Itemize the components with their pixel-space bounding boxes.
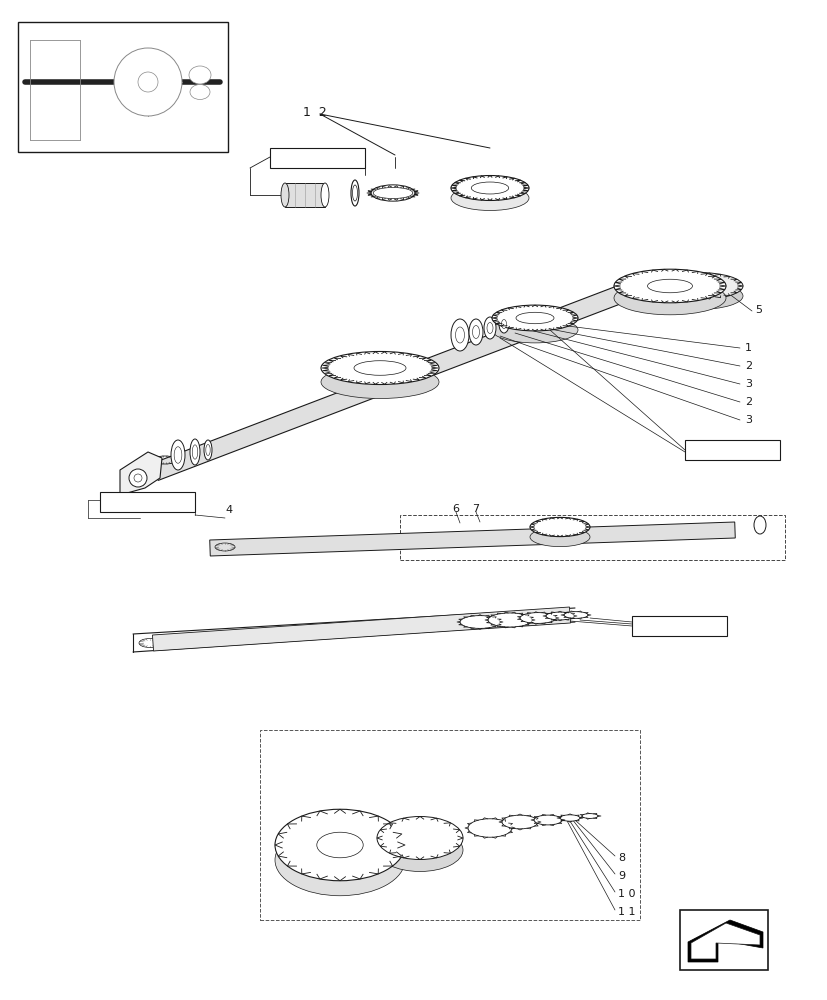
Ellipse shape: [533, 815, 562, 825]
Ellipse shape: [460, 616, 500, 628]
Ellipse shape: [203, 440, 212, 460]
Ellipse shape: [206, 444, 210, 456]
Ellipse shape: [501, 815, 538, 829]
Ellipse shape: [653, 272, 742, 300]
Polygon shape: [120, 452, 162, 495]
Polygon shape: [152, 607, 570, 651]
Polygon shape: [687, 920, 762, 962]
Ellipse shape: [373, 187, 413, 199]
Ellipse shape: [352, 185, 357, 201]
Text: 1.28.1/2: 1.28.1/2: [298, 153, 337, 163]
Text: 1 0: 1 0: [617, 889, 635, 899]
Ellipse shape: [376, 816, 462, 859]
Text: 8: 8: [617, 853, 624, 863]
Ellipse shape: [455, 327, 464, 343]
Bar: [260, 730, 639, 920]
Bar: [18, 22, 227, 152]
Ellipse shape: [614, 281, 725, 315]
Text: 1  2: 1 2: [303, 106, 327, 119]
Ellipse shape: [486, 322, 492, 334]
Ellipse shape: [545, 612, 573, 620]
Ellipse shape: [192, 445, 198, 459]
Text: 1 1: 1 1: [617, 907, 635, 917]
Ellipse shape: [138, 72, 158, 92]
Ellipse shape: [114, 48, 182, 116]
Polygon shape: [151, 275, 653, 480]
Ellipse shape: [471, 182, 508, 194]
Text: 2: 2: [744, 397, 751, 407]
Text: 1.28.1/2: 1.28.1/2: [128, 497, 168, 507]
Ellipse shape: [275, 824, 404, 896]
Ellipse shape: [321, 183, 328, 207]
Bar: [399, 515, 784, 560]
Ellipse shape: [321, 351, 438, 385]
Ellipse shape: [559, 815, 579, 821]
Bar: [679, 910, 767, 970]
Text: 9: 9: [617, 871, 624, 881]
Text: 6: 6: [452, 504, 458, 514]
Ellipse shape: [171, 440, 184, 470]
Ellipse shape: [321, 365, 438, 399]
Ellipse shape: [370, 185, 414, 201]
Ellipse shape: [451, 186, 528, 210]
Ellipse shape: [614, 269, 725, 303]
Ellipse shape: [467, 819, 511, 837]
Text: 7: 7: [471, 504, 479, 514]
Ellipse shape: [529, 517, 590, 537]
Text: 3: 3: [744, 379, 751, 389]
Polygon shape: [691, 923, 759, 959]
Ellipse shape: [189, 439, 200, 465]
Ellipse shape: [529, 527, 590, 547]
Ellipse shape: [563, 612, 587, 618]
Text: 2: 2: [744, 361, 751, 371]
Ellipse shape: [487, 613, 532, 627]
Ellipse shape: [647, 279, 691, 293]
Ellipse shape: [581, 814, 597, 818]
Text: 1.28.1/2: 1.28.1/2: [659, 621, 699, 631]
Polygon shape: [284, 183, 325, 207]
Ellipse shape: [376, 828, 462, 871]
Ellipse shape: [451, 176, 528, 200]
Ellipse shape: [501, 320, 506, 328]
Bar: [100, 492, 195, 512]
Ellipse shape: [280, 183, 289, 207]
Ellipse shape: [354, 361, 405, 375]
Ellipse shape: [129, 469, 147, 487]
Bar: [270, 148, 365, 168]
Text: 5: 5: [754, 305, 761, 315]
Ellipse shape: [653, 282, 742, 310]
Ellipse shape: [753, 516, 765, 534]
Text: 1.28.1/2: 1.28.1/2: [712, 445, 752, 455]
Bar: [631, 616, 726, 636]
Ellipse shape: [189, 85, 210, 100]
Ellipse shape: [275, 809, 404, 881]
Ellipse shape: [351, 180, 359, 206]
Ellipse shape: [189, 66, 211, 84]
Ellipse shape: [468, 319, 482, 345]
Ellipse shape: [317, 832, 363, 858]
Text: 3: 3: [744, 415, 751, 425]
Bar: [684, 440, 779, 460]
Text: 4: 4: [225, 505, 232, 515]
Text: 1: 1: [744, 343, 751, 353]
Ellipse shape: [515, 312, 553, 324]
Ellipse shape: [491, 305, 577, 331]
Ellipse shape: [484, 317, 495, 339]
Ellipse shape: [491, 317, 577, 343]
Ellipse shape: [519, 613, 555, 623]
Ellipse shape: [499, 315, 509, 333]
Ellipse shape: [451, 319, 468, 351]
Ellipse shape: [472, 326, 479, 338]
Polygon shape: [209, 522, 734, 556]
Ellipse shape: [134, 474, 141, 482]
Ellipse shape: [174, 447, 182, 463]
